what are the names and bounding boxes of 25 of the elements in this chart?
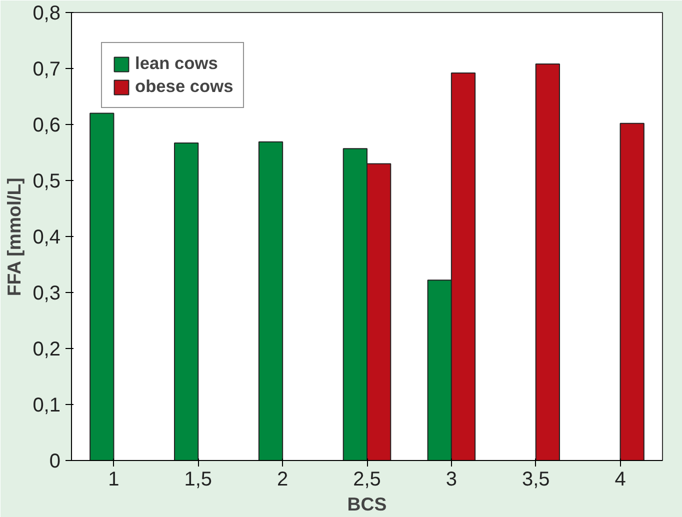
bar xyxy=(258,141,284,460)
legend-label: obese cows xyxy=(135,76,234,97)
x-tick-label: 1,5 xyxy=(184,468,212,490)
bar xyxy=(620,122,644,460)
y-tick-label: 0,6 xyxy=(32,114,61,136)
y-tick-label: 0,4 xyxy=(32,226,61,248)
y-tick-label: 0,8 xyxy=(32,2,61,24)
x-tick-label: 3,5 xyxy=(522,468,550,490)
y-tick-label: 0,3 xyxy=(32,282,61,304)
x-axis-title: BCS xyxy=(347,494,387,514)
y-tick-label: 0,7 xyxy=(32,58,61,80)
y-tick-label: 0,2 xyxy=(32,338,61,360)
x-tick-label: 1 xyxy=(108,468,120,490)
legend-label: lean cows xyxy=(135,53,218,74)
bar xyxy=(174,142,199,460)
x-tick-label: 4 xyxy=(614,468,626,490)
y-tick-label: 0,5 xyxy=(32,170,61,192)
y-axis-title: FFA [mmol/L] xyxy=(4,178,25,296)
x-tick-label: 3 xyxy=(446,468,457,490)
bar xyxy=(535,64,560,460)
x-tick-label: 2 xyxy=(277,468,288,490)
x-tick-label: 2,5 xyxy=(353,468,381,490)
y-tick-label: 0 xyxy=(49,450,60,472)
bar xyxy=(90,112,114,460)
y-tick-label: 0,1 xyxy=(32,394,61,416)
